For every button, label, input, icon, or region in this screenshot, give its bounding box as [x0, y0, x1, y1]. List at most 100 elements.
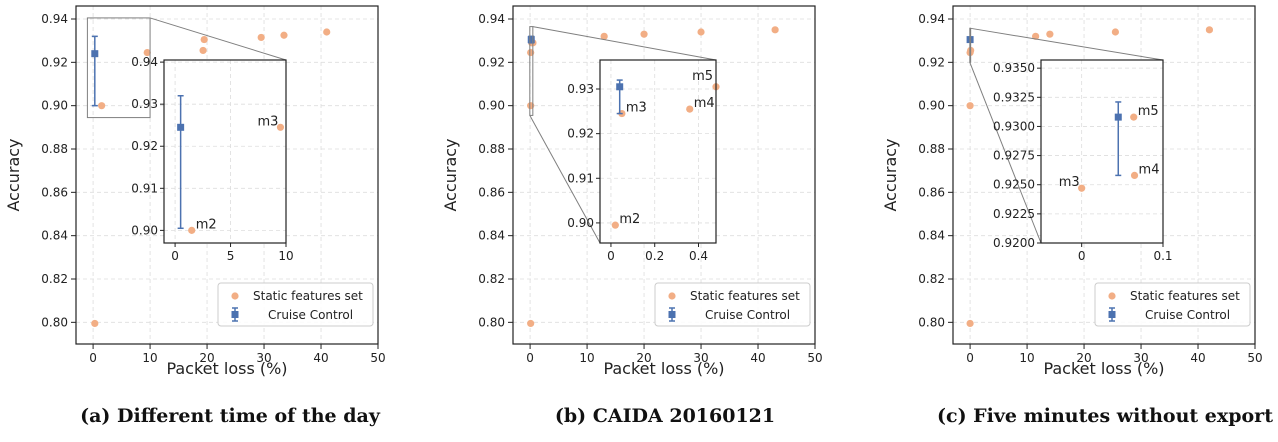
inset-point-label: m5: [1138, 104, 1159, 119]
inset-static-point: [611, 221, 619, 229]
x-axis-label: Packet loss (%): [603, 359, 724, 378]
y-axis-label: Accuracy: [4, 138, 23, 211]
y-tick-label: 0.84: [41, 229, 68, 243]
inset-y-tick-label: 0.91: [131, 181, 158, 195]
inset-y-tick-label: 0.9350: [993, 61, 1035, 75]
y-tick-label: 0.90: [478, 99, 505, 113]
y-tick-label: 0.88: [478, 142, 505, 156]
static-point: [697, 28, 705, 36]
inset-y-tick-label: 0.9325: [993, 90, 1035, 104]
y-tick-label: 0.84: [478, 229, 505, 243]
y-axis-label: Accuracy: [881, 138, 900, 211]
x-tick-label: 50: [370, 351, 385, 365]
legend-box: [1094, 282, 1251, 327]
legend-static-label: Static features set: [253, 289, 363, 303]
zoom-connector: [970, 27, 1164, 61]
static-point: [771, 26, 779, 34]
legend-box: [217, 282, 374, 327]
x-tick-label: 20: [199, 351, 214, 365]
y-tick-label: 0.84: [918, 229, 945, 243]
inset-y-tick-label: 0.90: [131, 223, 158, 237]
x-tick-label: 20: [636, 351, 651, 365]
x-tick-label: 0: [966, 351, 974, 365]
inset-static-point: [1130, 113, 1138, 121]
legend-static-label: Static features set: [690, 289, 800, 303]
inset-point-label: m2: [619, 212, 640, 227]
static-point: [200, 35, 208, 44]
y-tick-label: 0.86: [478, 185, 505, 199]
y-tick-label: 0.88: [918, 142, 945, 156]
inset-y-tick-label: 0.92: [131, 139, 158, 153]
x-axis-label: Packet loss (%): [166, 359, 287, 378]
y-tick-label: 0.86: [918, 185, 945, 199]
static-point: [257, 33, 265, 42]
inset-x-tick-label: 5: [227, 249, 235, 263]
y-tick-label: 0.80: [478, 315, 505, 329]
inset-x-tick-label: 0: [171, 249, 179, 263]
static-point: [1205, 26, 1214, 34]
caption-b: (b) CAIDA 20160121: [554, 405, 776, 427]
inset-point-label: m3: [626, 101, 647, 116]
inset-static-point: [1130, 171, 1139, 179]
y-tick-label: 0.94: [918, 12, 945, 26]
x-tick-label: 40: [1190, 351, 1205, 365]
inset-x-tick-label: 10: [278, 249, 293, 263]
x-tick-label: 50: [807, 351, 822, 365]
x-tick-label: 40: [750, 351, 765, 365]
y-axis-label: Accuracy: [441, 138, 460, 211]
static-point: [98, 102, 106, 110]
inset-point-label: m5: [692, 69, 713, 84]
x-tick-label: 10: [142, 351, 157, 365]
inset-y-tick-label: 0.94: [131, 55, 158, 69]
inset-x-tick-label: 0.2: [645, 249, 664, 263]
y-tick-label: 0.94: [41, 12, 68, 26]
inset-y-tick-label: 0.90: [567, 216, 594, 230]
zoom-connector: [149, 17, 287, 61]
legend-cruise-marker: [668, 311, 676, 318]
y-tick-label: 0.80: [41, 315, 68, 329]
static-point: [1111, 28, 1119, 36]
inset-frame: [599, 59, 717, 244]
x-tick-label: 40: [313, 351, 328, 365]
static-point: [143, 48, 151, 57]
inset-x-tick-label: 0: [1078, 249, 1086, 263]
static-point: [91, 319, 99, 328]
plot-frame: [512, 5, 816, 345]
cruise-point: [527, 36, 535, 44]
static-point: [199, 46, 207, 55]
inset-background: [1041, 60, 1163, 243]
legend-cruise-marker: [1108, 311, 1116, 318]
legend-box: [654, 282, 811, 327]
inset-point-label: m2: [196, 217, 217, 232]
inset-y-tick-label: 0.92: [567, 127, 594, 141]
y-tick-label: 0.92: [41, 55, 68, 69]
x-tick-label: 20: [1076, 351, 1091, 365]
x-tick-label: 10: [579, 351, 594, 365]
y-tick-label: 0.80: [918, 315, 945, 329]
zoom-region-box: [969, 27, 972, 63]
inset-cruise-point: [1114, 113, 1122, 121]
legend-static-marker: [231, 292, 239, 300]
zoom-region-box: [529, 26, 534, 116]
legend-static-label: Static features set: [1130, 289, 1240, 303]
plot-frame: [952, 5, 1256, 345]
inset-y-tick-label: 0.91: [567, 171, 594, 185]
x-tick-label: 10: [1019, 351, 1034, 365]
y-tick-label: 0.90: [918, 99, 945, 113]
inset-point-label: m4: [694, 96, 715, 111]
legend-cruise-label: Cruise Control: [268, 308, 353, 322]
legend-static-marker: [1108, 292, 1116, 300]
static-point: [280, 31, 288, 39]
inset-y-tick-label: 0.9300: [993, 119, 1035, 133]
y-tick-label: 0.82: [478, 272, 505, 286]
y-tick-label: 0.82: [41, 272, 68, 286]
inset-static-point: [686, 105, 694, 113]
plot-frame: [75, 5, 379, 345]
x-tick-label: 0: [89, 351, 97, 365]
y-tick-label: 0.82: [918, 272, 945, 286]
static-point: [966, 102, 974, 110]
inset-y-tick-label: 0.9275: [993, 149, 1035, 163]
legend-cruise-label: Cruise Control: [705, 308, 790, 322]
zoom-connector: [969, 62, 1042, 244]
